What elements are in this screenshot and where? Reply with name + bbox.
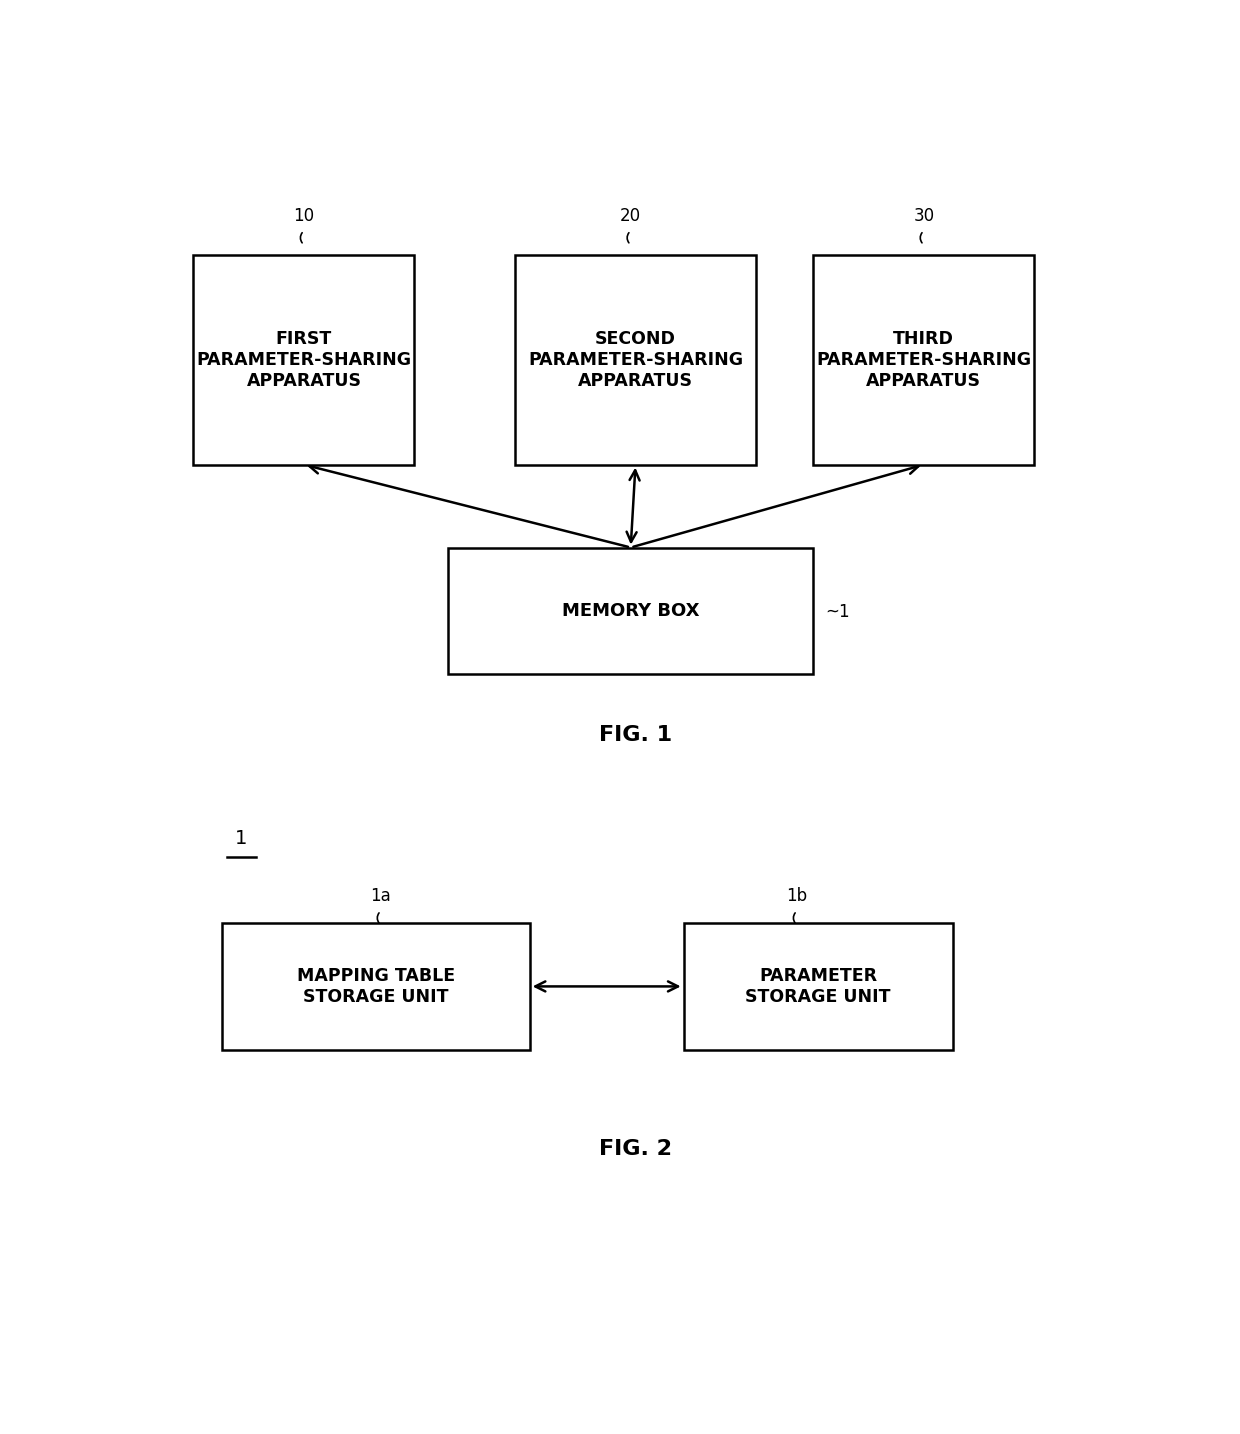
Text: 20: 20 <box>620 206 641 225</box>
Text: 1b: 1b <box>786 888 807 905</box>
Text: FIG. 2: FIG. 2 <box>599 1139 672 1159</box>
Text: 1: 1 <box>236 829 248 847</box>
FancyBboxPatch shape <box>448 548 813 674</box>
FancyBboxPatch shape <box>683 923 952 1050</box>
FancyBboxPatch shape <box>193 255 414 465</box>
FancyBboxPatch shape <box>813 255 1034 465</box>
Text: 1a: 1a <box>371 888 391 905</box>
Text: FIG. 1: FIG. 1 <box>599 726 672 746</box>
Text: FIRST
PARAMETER-SHARING
APPARATUS: FIRST PARAMETER-SHARING APPARATUS <box>196 330 412 390</box>
Text: MEMORY BOX: MEMORY BOX <box>562 602 699 619</box>
Text: 10: 10 <box>294 206 315 225</box>
Text: SECOND
PARAMETER-SHARING
APPARATUS: SECOND PARAMETER-SHARING APPARATUS <box>528 330 743 390</box>
Text: THIRD
PARAMETER-SHARING
APPARATUS: THIRD PARAMETER-SHARING APPARATUS <box>816 330 1032 390</box>
Text: PARAMETER
STORAGE UNIT: PARAMETER STORAGE UNIT <box>745 967 890 1005</box>
FancyBboxPatch shape <box>516 255 755 465</box>
Text: 30: 30 <box>913 206 935 225</box>
FancyBboxPatch shape <box>222 923 529 1050</box>
Text: MAPPING TABLE
STORAGE UNIT: MAPPING TABLE STORAGE UNIT <box>296 967 455 1005</box>
Text: ~1: ~1 <box>825 602 849 621</box>
